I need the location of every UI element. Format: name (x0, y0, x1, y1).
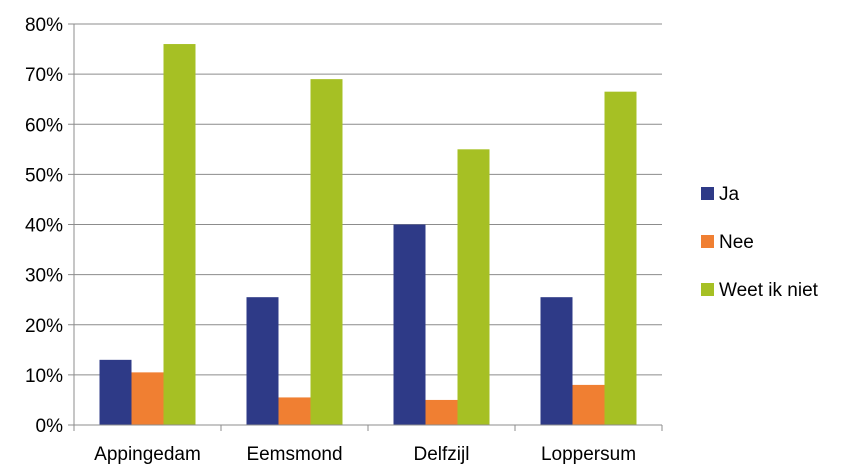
x-tick-labels: Appingedam Eemsmond Delfzijl Loppersum (94, 444, 636, 465)
bar-ja (393, 224, 426, 425)
legend-label: Nee (719, 232, 754, 253)
bar-ja (99, 359, 132, 425)
bar-weet-ik-niet (163, 44, 196, 426)
bar-ja (246, 297, 279, 425)
bar-nee (131, 372, 164, 425)
bar-ja (540, 297, 573, 425)
y-tick-label: 40% (25, 216, 63, 237)
gridlines (74, 23, 662, 376)
bar-nee (278, 397, 311, 425)
y-tick-label: 60% (25, 115, 63, 136)
legend: Ja Nee Weet ik niet (701, 184, 819, 301)
bar-weet-ik-niet (604, 91, 637, 425)
bar-weet-ik-niet (457, 149, 490, 425)
x-tick-label: Loppersum (541, 444, 636, 465)
legend-swatch (701, 283, 714, 296)
y-tick-label: 10% (25, 366, 63, 387)
legend-swatch (701, 187, 714, 200)
x-tick-label: Appingedam (94, 444, 201, 465)
legend-swatch (701, 235, 714, 248)
y-tick-label: 20% (25, 316, 63, 337)
bar-weet-ik-niet (310, 79, 343, 425)
bar-nee (425, 399, 458, 425)
y-tick-label: 0% (36, 416, 64, 437)
x-tick-label: Delfzijl (414, 444, 470, 465)
axes (68, 23, 663, 431)
bars (99, 44, 637, 426)
legend-label: Ja (719, 184, 740, 205)
bar-nee (572, 384, 605, 425)
y-tick-label: 80% (25, 15, 63, 36)
legend-label: Weet ik niet (719, 280, 819, 301)
y-tick-label: 50% (25, 165, 63, 186)
y-tick-labels: 0% 10% 20% 30% 40% 50% 60% 70% 80% (25, 15, 63, 437)
y-tick-label: 30% (25, 266, 63, 287)
x-tick-label: Eemsmond (246, 444, 342, 465)
y-tick-label: 70% (25, 65, 63, 86)
